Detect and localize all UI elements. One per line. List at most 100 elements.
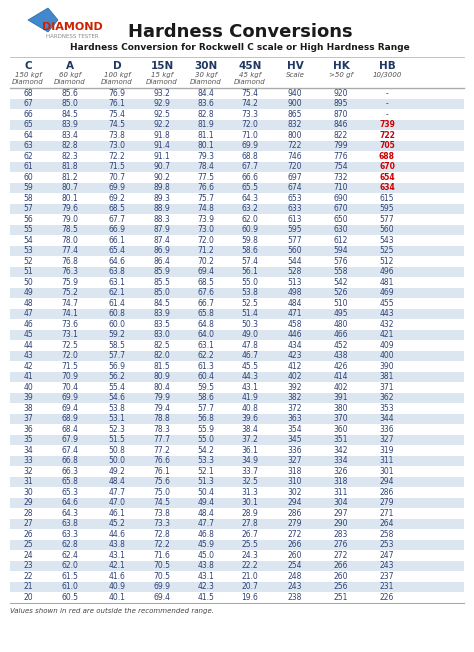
Text: Values shown in red are outside the recommended range.: Values shown in red are outside the reco…: [10, 608, 214, 614]
Text: 68.5: 68.5: [109, 204, 126, 213]
Text: 59.8: 59.8: [242, 236, 258, 244]
Text: 243: 243: [380, 561, 394, 570]
Text: 732: 732: [334, 173, 348, 182]
Text: 576: 576: [334, 257, 348, 266]
Text: 31: 31: [23, 477, 33, 486]
Bar: [10, 329, 464, 340]
Text: 56: 56: [23, 215, 33, 224]
Text: 45.2: 45.2: [109, 519, 126, 528]
Text: 68.4: 68.4: [62, 424, 78, 434]
Text: 78.3: 78.3: [154, 424, 171, 434]
Text: 72.0: 72.0: [62, 351, 78, 361]
Text: 434: 434: [288, 341, 302, 349]
Text: 41.9: 41.9: [242, 393, 258, 402]
Polygon shape: [28, 8, 58, 32]
Text: 76.1: 76.1: [154, 467, 171, 476]
Text: 51.5: 51.5: [109, 436, 126, 444]
Text: 260: 260: [288, 551, 302, 560]
Text: 62.8: 62.8: [62, 541, 78, 549]
Text: Diamond: Diamond: [234, 79, 266, 85]
Text: 79.3: 79.3: [198, 152, 215, 161]
Text: 58.6: 58.6: [242, 246, 258, 255]
Text: 66.6: 66.6: [241, 173, 258, 182]
Text: 78.4: 78.4: [198, 162, 214, 171]
Text: 74.8: 74.8: [198, 204, 214, 213]
Bar: [10, 224, 464, 235]
Text: 91.8: 91.8: [154, 131, 170, 140]
Text: Diamond: Diamond: [54, 79, 86, 85]
Text: 48: 48: [23, 299, 33, 308]
Text: 55.4: 55.4: [109, 383, 126, 392]
Text: 65: 65: [23, 120, 33, 129]
Text: 612: 612: [334, 236, 348, 244]
Text: 61.0: 61.0: [62, 582, 78, 591]
Text: 60.4: 60.4: [198, 372, 215, 381]
Text: HV: HV: [287, 61, 303, 71]
Text: 60.0: 60.0: [109, 319, 126, 329]
Text: 40.9: 40.9: [109, 582, 126, 591]
Bar: [10, 361, 464, 372]
Text: 283: 283: [334, 529, 348, 539]
Text: 41: 41: [23, 372, 33, 381]
Text: 53.1: 53.1: [109, 414, 126, 423]
Text: 28: 28: [23, 509, 33, 518]
Bar: [10, 403, 464, 413]
Text: 304: 304: [334, 498, 348, 507]
Text: 66.9: 66.9: [109, 225, 126, 234]
Text: 53: 53: [23, 246, 33, 255]
Text: 63.8: 63.8: [62, 519, 78, 528]
Text: 496: 496: [380, 267, 394, 276]
Text: 30N: 30N: [194, 61, 218, 71]
Text: 51.4: 51.4: [242, 309, 258, 318]
Text: 421: 421: [380, 331, 394, 339]
Text: -: -: [386, 89, 388, 98]
Text: 443: 443: [380, 309, 394, 318]
Text: 84.5: 84.5: [154, 299, 171, 308]
Text: 710: 710: [334, 183, 348, 192]
Text: 254: 254: [288, 561, 302, 570]
Text: 360: 360: [334, 424, 348, 434]
Text: 59.2: 59.2: [109, 331, 126, 339]
Text: 297: 297: [334, 509, 348, 518]
Bar: [10, 235, 464, 246]
Bar: [10, 193, 464, 203]
Text: 81.1: 81.1: [198, 131, 214, 140]
Text: 73.6: 73.6: [62, 319, 79, 329]
Text: 495: 495: [334, 309, 348, 318]
Text: 446: 446: [288, 331, 302, 339]
Text: 870: 870: [334, 110, 348, 119]
Bar: [10, 319, 464, 329]
Text: 54: 54: [23, 236, 33, 244]
Text: 29: 29: [23, 498, 33, 507]
Bar: [10, 550, 464, 561]
Text: 43.8: 43.8: [198, 561, 214, 570]
Text: 15N: 15N: [150, 61, 173, 71]
Text: 362: 362: [380, 393, 394, 402]
Text: 65.8: 65.8: [198, 309, 214, 318]
Text: 59.5: 59.5: [198, 383, 215, 392]
Text: 423: 423: [288, 351, 302, 361]
Text: 65.5: 65.5: [241, 183, 258, 192]
Text: 63.3: 63.3: [62, 529, 79, 539]
Text: 722: 722: [379, 131, 395, 140]
Text: 72.2: 72.2: [154, 541, 170, 549]
Bar: [10, 351, 464, 361]
Text: 70.2: 70.2: [198, 257, 214, 266]
Text: 91.4: 91.4: [154, 141, 171, 150]
Text: 402: 402: [334, 383, 348, 392]
Text: 83.0: 83.0: [154, 331, 171, 339]
Text: 353: 353: [380, 404, 394, 413]
Text: 690: 690: [334, 194, 348, 203]
Text: 895: 895: [334, 99, 348, 108]
Text: 40: 40: [23, 383, 33, 392]
Text: 26: 26: [23, 529, 33, 539]
Text: 70.5: 70.5: [154, 561, 171, 570]
Text: 56.9: 56.9: [109, 362, 126, 371]
Bar: [10, 539, 464, 550]
Text: 22: 22: [23, 572, 33, 581]
Text: 86.4: 86.4: [154, 257, 171, 266]
Text: 60.9: 60.9: [241, 225, 258, 234]
Text: 311: 311: [334, 488, 348, 497]
Text: 380: 380: [334, 404, 348, 413]
Text: 59: 59: [23, 183, 33, 192]
